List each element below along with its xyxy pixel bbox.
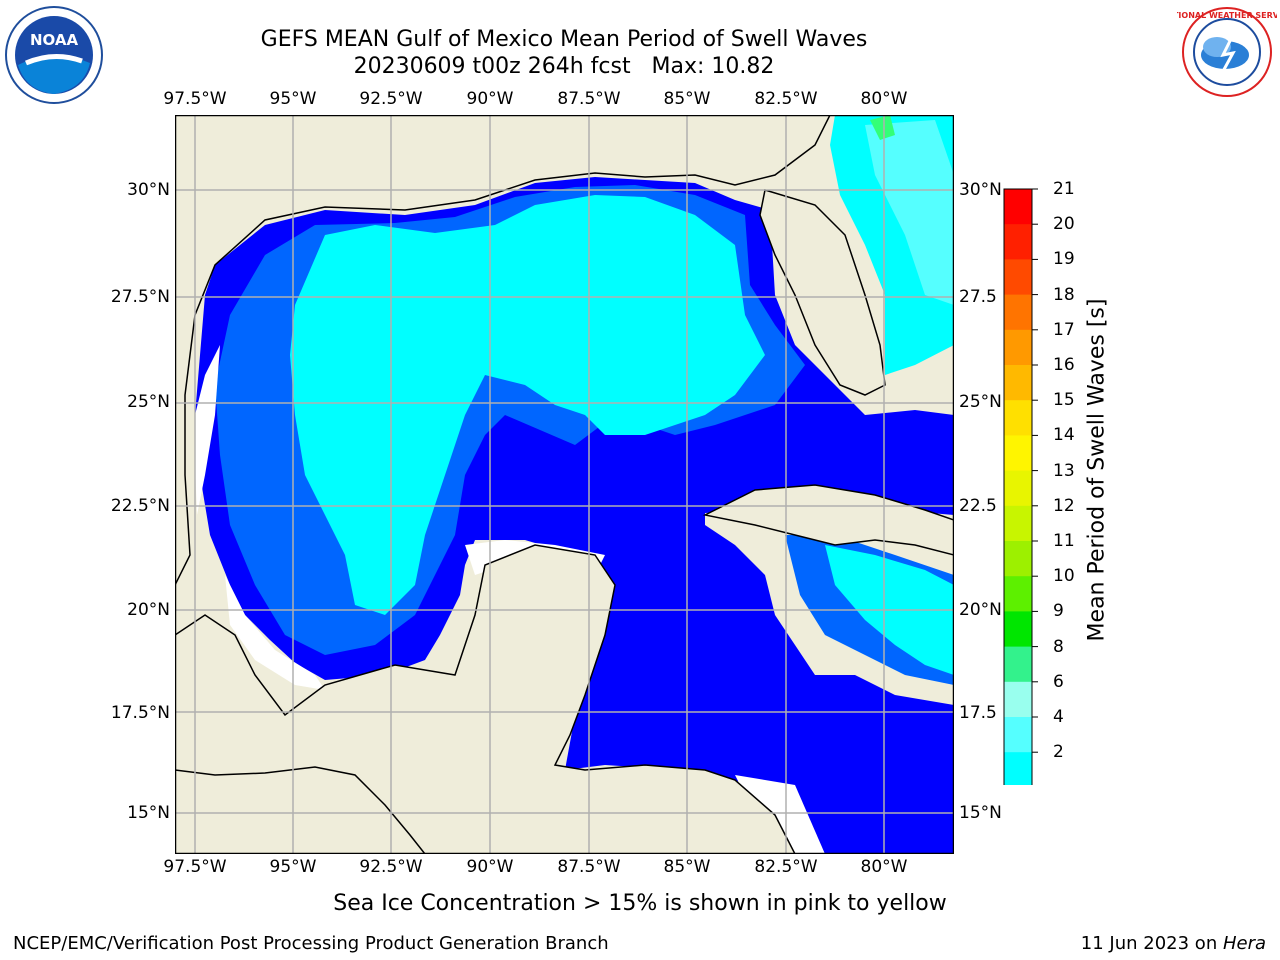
lat-label-right: 22.5 (959, 496, 997, 516)
atlantic-swell-pale (865, 120, 954, 305)
lon-label-top: 90°W (466, 89, 514, 109)
coastal-gap (195, 345, 220, 515)
lon-label-top: 82.5°W (754, 89, 818, 109)
colorbar-segment (1004, 294, 1032, 331)
colorbar-tick-label: 10 (1053, 566, 1075, 587)
lon-label-bottom: 92.5°W (359, 857, 423, 877)
lat-label-left: 27.5°N (110, 287, 170, 307)
colorbar-tick-label: 15 (1053, 390, 1075, 411)
colorbar-tick-label: 6 (1053, 671, 1064, 692)
colorbar-segment (1004, 717, 1032, 753)
lon-label-bottom: 90°W (466, 857, 514, 877)
lat-label-right: 15°N (959, 803, 1002, 823)
date-text: 11 Jun 2023 on (1080, 933, 1223, 954)
colorbar (1003, 188, 1038, 785)
host-name: Hera (1222, 933, 1266, 954)
colorbar-segment (1004, 611, 1032, 648)
noaa-logo: NOAA (5, 6, 103, 104)
colorbar-tick-label: 9 (1053, 601, 1064, 622)
lat-label-left: 20°N (127, 600, 170, 620)
colorbar-segment (1004, 646, 1032, 683)
coastal-gap (225, 575, 325, 690)
chart-subtitle: 20230609 t00z 264h fcst Max: 10.82 (353, 54, 775, 79)
colorbar-tick-label: 2 (1053, 742, 1064, 763)
colorbar-tick-label: 17 (1053, 319, 1075, 340)
colorbar-segment (1004, 224, 1032, 260)
pacific-coast-line (175, 766, 426, 854)
colorbar-tick-label: 4 (1053, 707, 1064, 727)
lat-label-left: 30°N (127, 180, 170, 200)
lon-label-bottom: 80°W (860, 857, 908, 877)
gulf-swell-light (290, 195, 765, 615)
colorbar-segment (1004, 189, 1032, 225)
credit-line: NCEP/EMC/Verification Post Processing Pr… (13, 933, 609, 954)
lon-label-bottom: 82.5°W (754, 857, 818, 877)
colorbar-tick-label: 21 (1053, 179, 1075, 199)
map-grid (175, 115, 954, 854)
chart-title: GEFS MEAN Gulf of Mexico Mean Period of … (260, 27, 868, 52)
colorbar-tick-label: 16 (1053, 355, 1075, 375)
lat-label-right: 20°N (959, 600, 1002, 620)
florida-land (759, 189, 886, 396)
lat-label-left: 22.5°N (110, 496, 170, 516)
coastal-gap (735, 775, 825, 854)
colorbar-segment (1004, 400, 1032, 436)
colorbar-tick-label: 11 (1053, 531, 1075, 551)
lat-label-right: 27.5 (959, 287, 997, 307)
footer-note: Sea Ice Concentration > 15% is shown in … (333, 891, 947, 916)
colorbar-tick-label: 13 (1053, 460, 1075, 481)
colorbar-segment (1004, 576, 1032, 612)
colorbar-tick-label: 20 (1053, 214, 1075, 235)
lon-label-top: 92.5°W (359, 89, 423, 109)
lon-label-bottom: 95°W (269, 857, 317, 877)
colorbar-segment (1004, 329, 1032, 366)
colorbar-segment (1004, 681, 1032, 718)
lat-label-left: 25°N (127, 392, 170, 412)
colorbar-segment (1004, 259, 1032, 296)
colorbar-segment (1004, 541, 1032, 577)
lon-label-top: 80°W (860, 89, 908, 109)
map-frame (175, 115, 954, 854)
colorbar-tick-label: 12 (1053, 495, 1075, 516)
colorbar-segment (1004, 470, 1032, 507)
lon-label-bottom: 87.5°W (557, 857, 621, 877)
lon-label-top: 87.5°W (557, 89, 621, 109)
map-panel (175, 115, 954, 854)
lon-label-bottom: 97.5°W (163, 857, 227, 877)
colorbar-segment (1004, 365, 1032, 401)
mexico-yucatan-land (175, 544, 796, 854)
nws-logo: NATIONAL WEATHER SERVICE (1177, 7, 1277, 97)
lat-label-right: 17.5 (959, 703, 997, 723)
atlantic-swell-green (870, 115, 895, 140)
date-line: 11 Jun 2023 on Hera (1081, 933, 1266, 954)
lat-label-left: 17.5°N (110, 703, 170, 723)
lon-label-bottom: 85°W (663, 857, 711, 877)
colorbar-tick-label: 8 (1053, 636, 1064, 657)
noaa-logo-text: NOAA (30, 31, 79, 49)
colorbar-tick-label: 19 (1053, 249, 1075, 270)
colorbar-tick-label: 14 (1053, 425, 1075, 446)
lon-label-top: 97.5°W (163, 89, 227, 109)
lon-label-top: 85°W (663, 89, 711, 109)
lat-label-left: 15°N (127, 803, 170, 823)
nws-logo-text: NATIONAL WEATHER SERVICE (1177, 11, 1277, 20)
colorbar-tick-label: 18 (1053, 284, 1075, 305)
lat-label-right: 25°N (959, 392, 1002, 412)
lon-label-top: 95°W (269, 89, 317, 109)
us-gulf-coast-land (175, 115, 954, 586)
cuba-land (702, 484, 954, 556)
colorbar-label: Mean Period of Swell Waves [s] (1084, 298, 1110, 642)
lat-label-right: 30°N (959, 180, 1002, 200)
colorbar-segment (1004, 505, 1032, 542)
colorbar-segment (1004, 435, 1032, 472)
colorbar-segment (1004, 752, 1032, 785)
